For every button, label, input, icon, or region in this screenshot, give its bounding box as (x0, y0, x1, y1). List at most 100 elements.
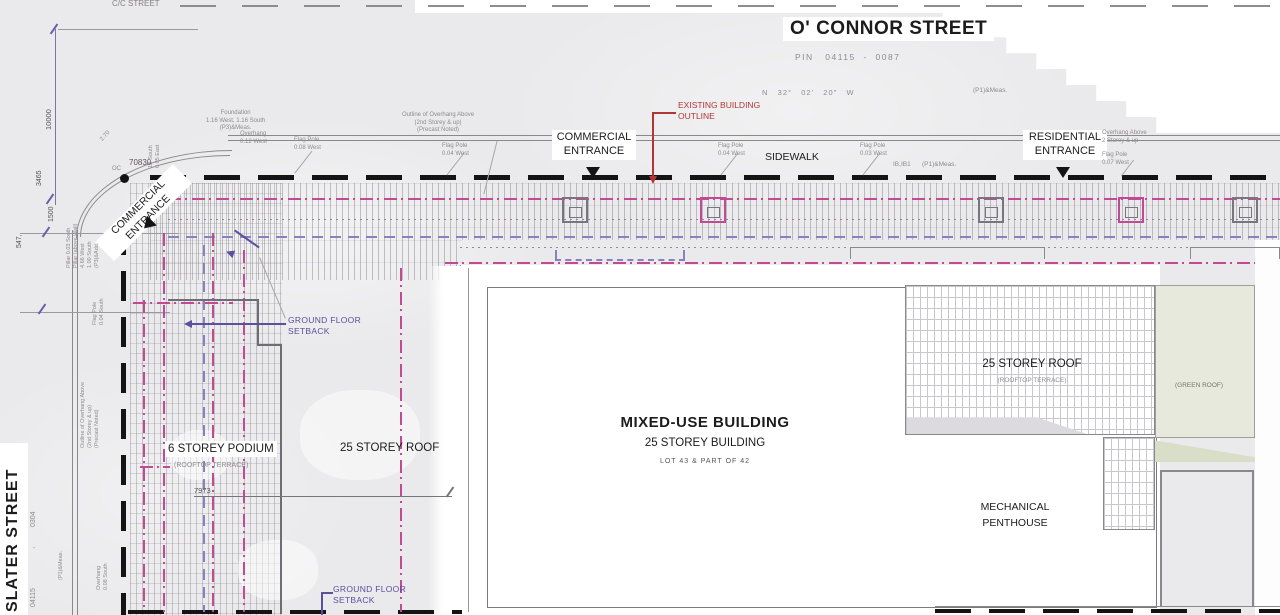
dimension-tick (45, 193, 55, 205)
overhang-above-note: Overhang Above 2 Storey & up (1102, 130, 1147, 144)
window-bay (1118, 197, 1144, 223)
flag-pole-note: Flag Pole 0.04 West (718, 143, 745, 157)
podium-east-edge (280, 344, 282, 614)
dimension-3465: 3465 (36, 170, 43, 186)
building-title: MIXED-USE BUILDING (620, 414, 790, 431)
setback-line-purple (168, 236, 1280, 238)
street-centerline-dashed (180, 5, 1280, 7)
paper-right-column (1255, 240, 1280, 615)
main-building-block: MIXED-USE BUILDING 25 STOREY BUILDING LO… (560, 414, 850, 465)
annotation-leader (294, 150, 313, 174)
flag-pole-note: Flag Pole 0.07 West (1102, 152, 1129, 166)
dimension-70830: 70830 (129, 158, 152, 167)
dimension-547: 547, (16, 234, 23, 248)
flag-pole-note: Flag Pole 0.03 West (860, 143, 887, 157)
setback-bracket-h (321, 592, 333, 594)
tower-outline-pink (400, 268, 402, 612)
meas-note-slater: (P1)&Meas. (58, 550, 64, 580)
dimension-tick (49, 23, 59, 35)
existing-building-outline-callout: EXISTING BUILDING OUTLINE (678, 100, 761, 122)
street-edge-double-line (228, 135, 1280, 141)
podium-setback-purple (203, 245, 205, 612)
meas-note-top: (P1)&Meas. (973, 87, 1008, 94)
green-roof-label: (GREEN ROOF) (1175, 382, 1224, 389)
existing-outline-leader-h (654, 112, 676, 114)
property-line-north (150, 175, 1280, 180)
pillar-note: Pillar 0.03 South Pillar (above Wall) 4.… (66, 223, 100, 268)
slater-street-box (0, 443, 28, 615)
podium-overhang-pink-h (133, 302, 233, 304)
extension-line (58, 29, 198, 30)
property-line-south-east (935, 609, 1280, 613)
south-edge-line (935, 606, 1280, 607)
extension-line (20, 312, 170, 313)
penthouse-outline-h (1160, 470, 1253, 472)
overhang-south-note: Overhang 0.08 South (96, 563, 109, 590)
canopy-bracket-purple (555, 250, 685, 261)
dimension-10000: 10000 (44, 109, 53, 130)
window-bay (562, 197, 588, 223)
podium-step-outline (257, 299, 259, 346)
ground-floor-setback-callout: GROUND FLOOR SETBACK (288, 315, 362, 337)
roof-terrace-shading (907, 417, 1087, 434)
overhang-outline-pink-lower (445, 262, 1255, 264)
dimension-7973: 7973 (194, 486, 211, 495)
existing-outline-leader-v (652, 112, 654, 178)
overhang-outline-note-left: Outline of Overhang Above (2nd Storey & … (80, 381, 100, 448)
roof-east-label: 25 STOREY ROOF (982, 358, 1082, 370)
setback-bracket-v (321, 592, 323, 615)
meas-note: (P1)&Meas. (922, 161, 957, 168)
foundation-note: Foundation 1.16 West, 1.16 South (P3)&Me… (206, 110, 266, 131)
pin-number-top: PIN 04115 - 0087 (795, 52, 901, 62)
flag-pole-note: Flag Pole 0.04 West (442, 143, 469, 157)
podium-overhang-pink (243, 250, 245, 612)
bearing-label: N 32° 02' 20" W (762, 88, 855, 97)
tower-inner-line (468, 268, 469, 612)
scan-artifact (300, 390, 420, 480)
cc-street-label: C/C STREET (112, 0, 160, 8)
penthouse-outline-v (1160, 470, 1162, 607)
scan-artifact (238, 540, 318, 600)
mechanical-penthouse-label: MECHANICAL PENTHOUSE (980, 501, 1050, 529)
sidewalk-label: SIDEWALK (765, 151, 819, 163)
podium-step-outline (257, 344, 282, 346)
building-lot: LOT 43 & PART OF 42 (659, 458, 751, 465)
podium-overhang-pink (163, 233, 165, 612)
dimension-tick (41, 226, 51, 238)
podium-overhang-pink (212, 233, 214, 612)
penthouse-outline-v (1252, 470, 1254, 607)
flag-pole-note: Flag Pole 0.08 West (294, 137, 321, 151)
podium-step-outline (168, 299, 258, 301)
podium-label: 6 STOREY PODIUM (165, 441, 277, 458)
extension-line (20, 233, 178, 234)
slater-street-title: SLATER STREET (4, 468, 21, 612)
commercial-entrance-marker-icon (586, 167, 600, 178)
sidewalk-hatch-band-west (150, 240, 462, 280)
property-line-south-west (128, 610, 462, 614)
tower-west-gap (428, 266, 461, 615)
overhang-outline-note: Outline of Overhang Above (2nd Storey & … (402, 112, 475, 133)
roof-west-label: 25 STOREY ROOF (340, 442, 440, 454)
pin-number-left-b: 0304 (30, 511, 37, 527)
dimension-1500: 1500 (48, 206, 55, 222)
setback-arrow-line (192, 323, 286, 325)
setback-arrow-icon (184, 320, 192, 328)
podium-terrace-label: (ROOFTOP TERRACE) (174, 462, 249, 469)
roof-east-block: 25 STOREY ROOF (ROOFTOP TERRACE) (932, 358, 1132, 385)
window-bay (700, 197, 726, 223)
roof-east-terrace-label: (ROOFTOP TERRACE) (997, 377, 1067, 384)
ib-note: IB,IB1 (893, 161, 911, 168)
witness-note: 1B South 0.05 East (148, 144, 161, 168)
green-roof-chamfer (1155, 440, 1255, 462)
pin-number-left-a: 04115 (30, 588, 37, 607)
window-bay (978, 197, 1004, 223)
residential-entrance-marker-icon (1056, 167, 1070, 178)
overhang-note: Overhang 0.12 West (240, 131, 267, 145)
existing-outline-arrow-icon (649, 176, 657, 184)
oc-note: OC (112, 166, 121, 172)
window-bay (1232, 197, 1258, 223)
podium-dimension-line (194, 496, 452, 497)
mechanical-shaft-grid (1103, 437, 1155, 530)
dimension-line-vertical (55, 29, 56, 205)
